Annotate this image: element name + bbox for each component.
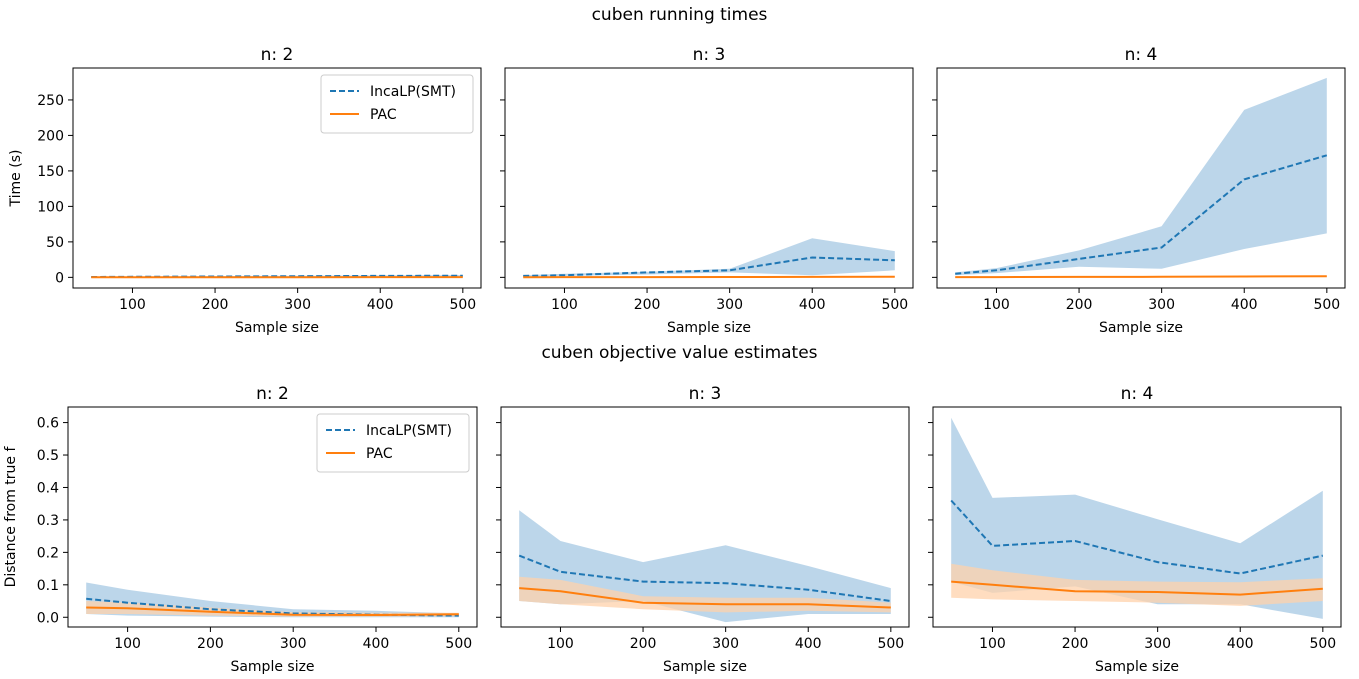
x-axis-label: Sample size [1099,320,1183,336]
x-axis-label: Sample size [667,320,751,336]
series-line [523,256,895,277]
axes-frame [932,406,1342,628]
subplot-3: 100 200 300 400 500 n: 4 Sample size [932,45,1346,336]
x-tick-label: 200 [202,297,229,313]
confidence-band [955,77,1327,276]
confidence-band [951,417,1323,619]
x-tick-label: 400 [363,636,390,652]
x-tick-label: 100 [551,297,578,313]
y-axis-label: Distance from true f [3,446,19,588]
x-tick-label: 100 [547,636,574,652]
x-tick-label: 500 [1309,636,1336,652]
y-tick-label: 100 [37,199,64,215]
legend: IncaLP(SMT) PAC [316,413,470,473]
figure-title-running-times: cuben running times [591,5,768,25]
subplot-4: 100 200 300 400 500 0.0 0.1 0.2 0.3 0.4 0.5 0.6 n: 2… [3,384,478,675]
subplot-title: n: 3 [689,384,722,404]
x-axis-label: Sample size [230,659,314,675]
subplot-title: n: 2 [261,45,294,65]
series-line [518,554,891,602]
x-tick-label: 400 [799,297,826,313]
subplot-5: 100 200 300 400 500 n: 3 Sample size [496,384,910,675]
y-tick-label: 0.6 [37,416,59,432]
y-tick-label: 0.4 [37,480,59,496]
subplot-title: n: 4 [1121,384,1154,404]
x-tick-label: 100 [983,297,1010,313]
series-line [951,580,1323,596]
axes-frame [936,67,1346,289]
x-tick-label: 300 [284,297,311,313]
subplot-title: n: 3 [693,45,726,65]
y-tick-label: 0 [55,270,64,286]
series-line [955,275,1327,279]
x-tick-label: 100 [979,636,1006,652]
x-axis-label: Sample size [235,320,319,336]
axes-frame [72,67,482,289]
x-tick-label: 200 [1066,297,1093,313]
series-line [86,597,459,617]
figure-title-objective-estimates: cuben objective value estimates [541,343,818,363]
subplot-title: n: 2 [256,384,289,404]
x-tick-label: 300 [716,297,743,313]
series-line [519,587,891,609]
confidence-band [951,563,1323,606]
legend-frame [320,74,474,134]
legend-frame [316,413,470,473]
y-axis-label: Time (s) [8,150,24,208]
legend-label: IncaLP(SMT) [370,84,456,100]
x-tick-label: 400 [1231,297,1258,313]
x-tick-label: 200 [1062,636,1089,652]
x-tick-label: 400 [1227,636,1254,652]
x-axis-label: Sample size [663,659,747,675]
x-tick-label: 300 [1144,636,1171,652]
x-tick-label: 100 [119,297,146,313]
legend-label: PAC [366,446,393,462]
legend-label: PAC [370,107,397,123]
y-tick-label: 0.3 [37,513,59,529]
x-tick-label: 200 [630,636,657,652]
x-tick-label: 300 [280,636,307,652]
x-tick-label: 500 [877,636,904,652]
x-tick-label: 100 [114,636,141,652]
y-tick-label: 150 [37,164,64,180]
x-tick-label: 500 [1313,297,1340,313]
confidence-band [86,601,459,617]
axes-frame [504,67,914,289]
x-tick-label: 200 [197,636,224,652]
y-tick-label: 0.2 [37,545,59,561]
y-tick-label: 250 [37,93,64,109]
series-line [950,499,1324,575]
legend: IncaLP(SMT) PAC [320,74,474,134]
y-tick-label: 50 [46,235,64,251]
x-tick-label: 400 [367,297,394,313]
confidence-band [523,238,895,277]
subplot-1: 100 200 300 400 500 0 50 100 150 200 250 n: 2 Sample… [8,45,482,336]
x-tick-label: 300 [1148,297,1175,313]
series-line [86,606,459,617]
x-tick-label: 500 [881,297,908,313]
x-tick-label: 300 [712,636,739,652]
legend-label: IncaLP(SMT) [366,423,452,439]
x-tick-label: 500 [445,636,472,652]
subplot-2: 100 200 300 400 500 n: 3 Sample size [500,45,914,336]
x-tick-label: 400 [795,636,822,652]
y-tick-label: 0.0 [37,610,59,626]
x-tick-label: 200 [634,297,661,313]
y-tick-label: 0.5 [37,448,59,464]
y-tick-label: 0.1 [37,578,59,594]
subplot-title: n: 4 [1125,45,1158,65]
y-tick-label: 200 [37,128,64,144]
x-axis-label: Sample size [1095,659,1179,675]
axes-frame [500,406,910,628]
x-tick-label: 500 [449,297,476,313]
series-line [955,154,1328,275]
axes-frame [67,406,478,628]
subplot-6: 100 200 300 400 500 n: 4 Sample size [928,384,1342,675]
